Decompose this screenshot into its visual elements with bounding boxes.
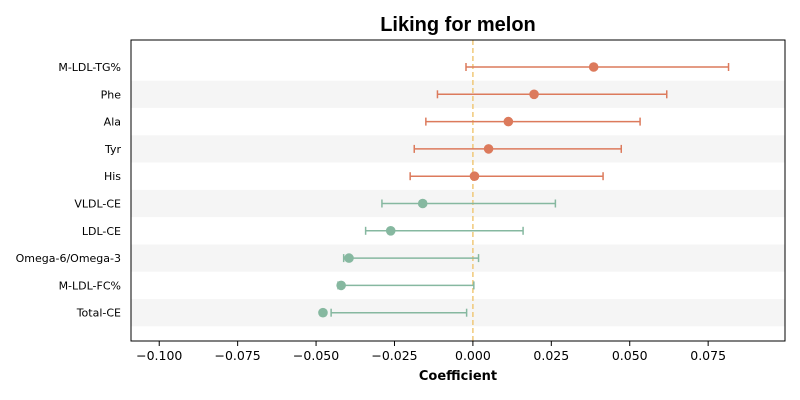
point-estimate xyxy=(483,144,494,154)
x-tick-label: −0.050 xyxy=(293,348,339,363)
y-tick-label: LDL-CE xyxy=(82,225,121,238)
y-tick-label: Phe xyxy=(101,88,122,101)
x-tick-label: 0.025 xyxy=(533,348,569,363)
point-estimate xyxy=(344,253,354,263)
point-estimates xyxy=(318,62,599,318)
point-estimate xyxy=(503,116,514,127)
x-tick-label: 0.050 xyxy=(612,348,648,363)
x-tick-label: 0.075 xyxy=(690,348,726,363)
y-tick-label: M-LDL-TG% xyxy=(58,61,121,74)
y-tick-label: His xyxy=(104,170,121,183)
y-axis-labels: M-LDL-TG% Phe Ala Tyr His VLDL-CE LDL-CE Omega-… xyxy=(16,61,122,320)
point-estimate xyxy=(318,307,328,318)
y-tick-label: VLDL-CE xyxy=(74,198,121,211)
point-estimate xyxy=(336,280,346,291)
x-axis-label: Coefficient xyxy=(419,369,497,384)
point-estimate xyxy=(417,198,428,209)
x-tick-label: −0.025 xyxy=(371,348,417,363)
y-tick-label: Omega-6/Omega-3 xyxy=(16,252,121,265)
y-tick-label: Tyr xyxy=(104,143,122,156)
plot-frame xyxy=(130,39,786,342)
point-estimate xyxy=(588,62,599,72)
chart-title: Liking for melon xyxy=(380,14,536,36)
point-estimate xyxy=(385,226,396,236)
point-estimate xyxy=(469,171,480,181)
x-tick-label: 0.000 xyxy=(455,348,491,363)
y-tick-label: Total-CE xyxy=(76,307,121,320)
point-estimate xyxy=(529,89,539,100)
x-tick-label: −0.100 xyxy=(136,348,182,363)
y-tick-label: M-LDL-FC% xyxy=(59,279,121,292)
x-tick-label: −0.075 xyxy=(215,348,261,363)
x-axis: −0.100 −0.075 −0.050 −0.025 0.000 0.025 0.050 0… xyxy=(130,39,786,363)
y-tick-label: Ala xyxy=(104,116,121,129)
